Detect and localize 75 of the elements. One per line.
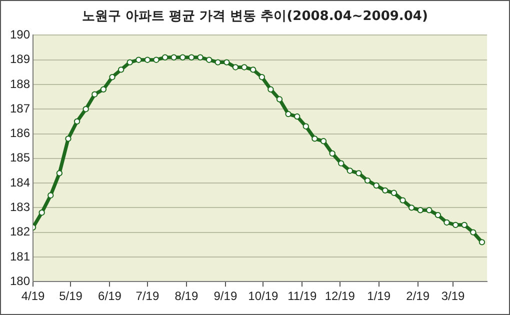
point — [338, 160, 344, 166]
point — [346, 168, 354, 174]
point — [170, 54, 177, 60]
x-tick-label: 11/19 — [288, 289, 318, 304]
point — [109, 74, 116, 80]
y-tick-label: 186 — [10, 126, 30, 140]
point — [382, 187, 388, 194]
point — [434, 212, 442, 218]
point — [38, 210, 45, 216]
x-tick-label: 7/19 — [136, 289, 160, 304]
point — [65, 136, 72, 142]
y-tick-label: 189 — [10, 52, 30, 66]
x-tick-label: 9/19 — [214, 289, 238, 304]
point — [390, 190, 398, 196]
point — [276, 96, 283, 102]
point — [214, 59, 221, 66]
point — [100, 86, 107, 93]
point — [329, 150, 336, 157]
chart-title: 노원구 아파트 평균 가격 변동 추이(2008.04~2009.04) — [81, 8, 429, 25]
x-tick-label: 6/19 — [98, 289, 122, 304]
point — [452, 222, 459, 228]
point — [426, 207, 432, 214]
point — [364, 177, 371, 184]
point — [268, 86, 274, 93]
point — [470, 229, 476, 236]
point — [206, 56, 212, 63]
point — [320, 138, 327, 144]
point — [408, 204, 415, 211]
point — [126, 59, 133, 66]
point — [56, 170, 63, 176]
point — [82, 106, 89, 112]
x-tick-label: 1/19 — [367, 289, 391, 304]
point — [294, 113, 300, 120]
point — [461, 222, 468, 228]
point — [444, 219, 450, 226]
point — [250, 66, 256, 73]
point — [162, 54, 168, 60]
point — [285, 110, 292, 118]
point — [232, 64, 239, 70]
x-tick-label: 4/19 — [21, 289, 46, 304]
x-tick-label: 5/19 — [59, 289, 83, 304]
x-tick-label: 2/19 — [406, 289, 430, 304]
point — [144, 56, 151, 63]
point — [417, 207, 424, 214]
x-tick-label: 8/19 — [174, 289, 198, 304]
y-tick-label: 188 — [10, 76, 30, 91]
point — [197, 54, 204, 60]
y-tick-label: 183 — [10, 200, 30, 214]
y-tick-label: 182 — [10, 224, 30, 239]
point — [74, 118, 80, 125]
y-tick-label: 184 — [10, 175, 30, 190]
x-tick-label: 3/19 — [441, 289, 466, 304]
x-tick-label: 12/19 — [324, 289, 356, 304]
x-tick-label: 10/19 — [248, 289, 278, 304]
point — [92, 91, 98, 98]
y-tick-label: 180 — [10, 274, 30, 288]
point — [258, 74, 265, 80]
point — [118, 66, 124, 73]
y-tick-label: 190 — [10, 28, 30, 42]
point — [224, 59, 230, 66]
point — [188, 54, 195, 60]
y-tick-label: 187 — [10, 101, 30, 116]
point — [356, 170, 362, 176]
point — [241, 64, 248, 70]
point — [312, 136, 318, 142]
point — [373, 182, 380, 189]
point — [48, 192, 54, 198]
y-tick-label: 181 — [10, 249, 30, 264]
point — [400, 197, 406, 204]
point — [180, 54, 186, 60]
point — [478, 239, 486, 246]
point — [153, 56, 160, 63]
point — [136, 56, 142, 63]
y-tick-label: 185 — [10, 150, 30, 165]
point — [302, 123, 310, 130]
